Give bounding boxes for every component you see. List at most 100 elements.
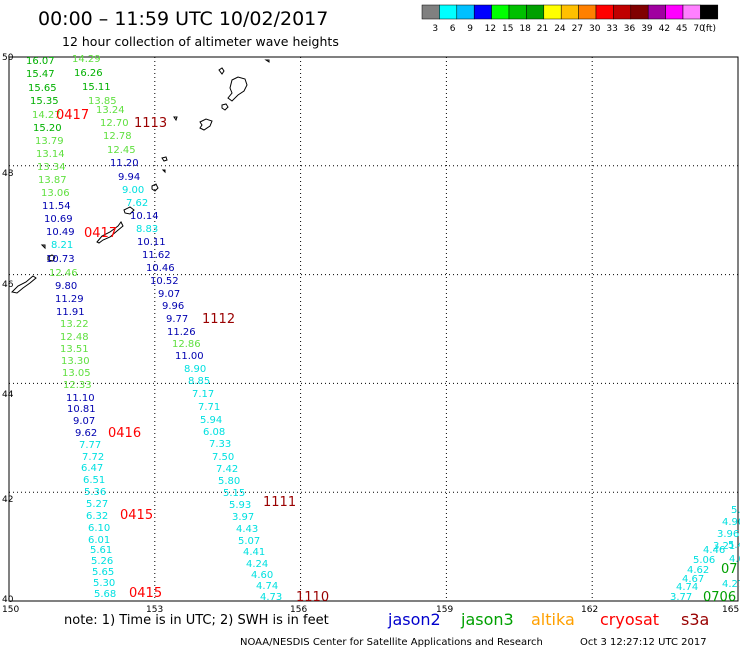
legend-swatch: [543, 4, 562, 20]
legend-label: 27: [572, 24, 583, 34]
swh-value: 16.26: [74, 68, 103, 79]
swh-value: 12.46: [49, 268, 78, 279]
swh-value: 14.29: [72, 54, 101, 65]
island-6: [161, 156, 168, 162]
legend-label: 12: [485, 24, 496, 34]
swh-value: 5.93: [229, 500, 251, 511]
legend-label: 36: [624, 24, 636, 34]
swh-value: 7.62: [126, 198, 148, 209]
swh-value: 15.35: [30, 96, 59, 107]
swh-value: 13.79: [35, 136, 64, 147]
pass-time-label: 0417: [56, 108, 89, 123]
swh-value: 4.43: [236, 524, 258, 535]
map-frame: [8, 56, 739, 602]
swh-value: 7.72: [82, 452, 104, 463]
latitude-labels: 50 48 46 44 42 40: [2, 53, 14, 605]
legend-swatch: [647, 4, 666, 20]
swh-value: 15.47: [26, 69, 55, 80]
swh-value: 9.80: [55, 281, 77, 292]
swh-value: 12.45: [107, 145, 136, 156]
legend-label: 45: [676, 24, 687, 34]
island-4: [199, 118, 213, 131]
lat-label: 48: [2, 169, 14, 179]
swh-value: 9.07: [73, 416, 95, 427]
swh-value: 10.46: [146, 263, 175, 274]
pass-time-label: 0415: [129, 586, 162, 601]
lon-label: 165: [722, 605, 739, 615]
swh-value: 6.10: [88, 523, 110, 534]
island-14: [264, 59, 270, 63]
swh-value: 7.17: [192, 389, 214, 400]
swh-value: 13.24: [96, 105, 125, 116]
legend-swatch: [473, 4, 492, 20]
lat-label: 46: [2, 280, 14, 290]
legend-label: 6: [450, 24, 456, 34]
swh-value: 4.0: [729, 554, 740, 565]
swh-value: 7.77: [79, 440, 101, 451]
swh-value: 7.33: [209, 439, 231, 450]
satellite-legend: jason2 jason3 altika cryosat s3a: [387, 610, 709, 629]
legend-label: 24: [554, 24, 566, 34]
legend-label: 33: [606, 24, 617, 34]
swh-value: 5.26: [91, 556, 113, 567]
island-2: [227, 76, 248, 102]
swh-value: 9.07: [158, 289, 180, 300]
pass-time-label: 1110: [296, 590, 329, 605]
swh-value: 10.81: [67, 404, 96, 415]
swh-value: 6.32: [86, 511, 108, 522]
island-13: [10, 275, 37, 294]
map-border: [8, 56, 739, 602]
island-1: [218, 67, 225, 75]
track-c: 5.74.903.963.214.465.064.624.674.743.77 4…: [670, 505, 740, 603]
swh-value: 5.07: [238, 536, 260, 547]
color-legend: 3 6 9 12 15 18 21 24 27 30 33 36 39 42 45 70(ft): [421, 4, 719, 34]
swh-value: 10.52: [150, 276, 179, 287]
swh-value: 11.00: [175, 351, 204, 362]
swh-value: 13.06: [41, 188, 70, 199]
legend-label: 21: [537, 24, 548, 34]
swh-value: 3.96: [717, 529, 739, 540]
swh-value: 4.46: [703, 545, 725, 556]
swh-value: 9.96: [162, 301, 184, 312]
swh-value: 12.78: [103, 131, 132, 142]
swh-value: 13.14: [36, 149, 65, 160]
legend-swatch: [595, 4, 614, 20]
footer-credit: NOAA/NESDIS Center for Satellite Applica…: [240, 637, 543, 648]
swh-value: 11.29: [55, 294, 84, 305]
swh-value: 7.50: [212, 452, 234, 463]
legend-label: 42: [659, 24, 670, 34]
swh-value: 6.51: [83, 475, 105, 486]
lon-label: 162: [581, 605, 598, 615]
swh-value: 10.73: [46, 254, 75, 265]
island-10: [96, 221, 124, 244]
swh-value: 11.20: [110, 158, 139, 169]
swh-value: 8.83: [136, 224, 158, 235]
legend-swatch: [508, 4, 527, 20]
swh-value: 14.27: [32, 110, 61, 121]
legend-swatch: [456, 4, 475, 20]
swh-value: 10.11: [137, 237, 166, 248]
pass-time-label: 0417: [84, 226, 117, 241]
legend-swatch: [613, 4, 632, 20]
island-outlines: [10, 59, 270, 294]
swh-value: 3.77: [670, 592, 692, 603]
pass-time-label: 1113: [134, 116, 167, 131]
lat-label: 42: [2, 495, 13, 505]
swh-value: 11.91: [56, 307, 85, 318]
lon-label: 153: [146, 605, 163, 615]
lat-label: 50: [2, 53, 14, 63]
swh-value: 12.86: [172, 339, 201, 350]
swh-value: 5.94: [200, 415, 222, 426]
legend-swatch: [700, 4, 719, 20]
swh-value: 4.73: [260, 592, 282, 603]
lat-label: 40: [2, 595, 14, 605]
swh-value: 4.74: [676, 582, 698, 593]
swh-value: 9.00: [122, 185, 144, 196]
legend-label: 15: [502, 24, 513, 34]
legend-label: 3: [432, 24, 438, 34]
swh-value: 4.41: [243, 547, 265, 558]
satellite-jason3-label: jason3: [460, 610, 514, 629]
lat-lon-grid: [9, 57, 738, 601]
lon-label: 156: [290, 605, 307, 615]
